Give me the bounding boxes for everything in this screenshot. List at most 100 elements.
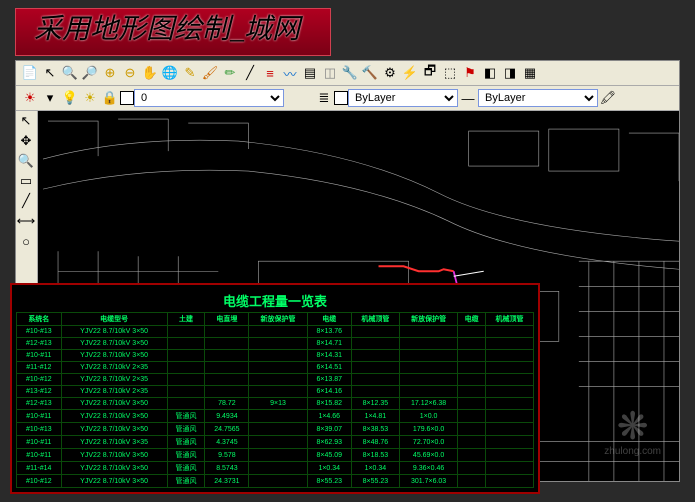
- table-cell: [485, 449, 533, 462]
- table-cell: [458, 350, 486, 362]
- misc2-icon[interactable]: ◨: [500, 63, 520, 83]
- table-col-header: 新放保护管: [399, 313, 457, 326]
- watermark-logon-icon: ❋: [604, 408, 661, 446]
- zoom2-icon[interactable]: 🔍: [16, 151, 36, 171]
- cable-quantity-table-panel: 电缆工程量一览表 系统名电缆型号土建电直埋新放保护管电缆机械顶管新放保护管电缆机…: [10, 283, 540, 494]
- table-cell: [167, 386, 205, 398]
- table-cell: [399, 386, 457, 398]
- table-cell: [485, 410, 533, 423]
- table-cell: 管通风: [167, 410, 205, 423]
- flag-icon[interactable]: ⚑: [460, 63, 480, 83]
- table-cell: [205, 362, 249, 374]
- new-icon[interactable]: 📄: [20, 63, 40, 83]
- table-cell: [485, 475, 533, 488]
- table-cell: 9.4934: [205, 410, 249, 423]
- table-cell: YJV22 8.7/10kV 3×50: [61, 350, 167, 362]
- table-cell: YJV22 8.7/10kV 3×50: [61, 423, 167, 436]
- toolbar-properties: ☀ ▾ 💡 ☀ 🔒 0 ≣ ByLayer — ByLayer 🖍: [16, 86, 679, 111]
- table-cell: [399, 326, 457, 338]
- layer-color-swatch[interactable]: [120, 91, 134, 105]
- paint-icon[interactable]: 🖍: [598, 88, 618, 108]
- layer-manager-icon[interactable]: ☀: [20, 88, 40, 108]
- block-icon[interactable]: ◫: [320, 63, 340, 83]
- table-cell: [249, 386, 307, 398]
- dim-icon[interactable]: ⟷: [16, 211, 36, 231]
- rect-icon[interactable]: ▭: [16, 171, 36, 191]
- zoom-window-icon[interactable]: ⊖: [120, 63, 140, 83]
- table-cell: #10-#13: [17, 326, 62, 338]
- table-cell: 78.72: [205, 398, 249, 410]
- circle-icon[interactable]: ○: [16, 231, 36, 251]
- lineweight-select[interactable]: ByLayer: [478, 89, 598, 107]
- table-cell: [249, 362, 307, 374]
- gear-icon[interactable]: ⚙: [380, 63, 400, 83]
- line2-icon[interactable]: ╱: [16, 191, 36, 211]
- table-cell: [249, 374, 307, 386]
- pan-icon[interactable]: ✋: [140, 63, 160, 83]
- table-cell: YJV22 8.7/10kV 3×50: [61, 410, 167, 423]
- hatch-icon[interactable]: ≡: [260, 63, 280, 83]
- table-cell: #10-#11: [17, 350, 62, 362]
- pan2-icon[interactable]: ✥: [16, 131, 36, 151]
- table-row: #10-#13YJV22 8.7/10kV 3×508×13.76: [17, 326, 534, 338]
- sun-icon[interactable]: ☀: [80, 88, 100, 108]
- misc1-icon[interactable]: ◧: [480, 63, 500, 83]
- select-icon[interactable]: ↖: [16, 111, 36, 131]
- table-cell: [249, 475, 307, 488]
- trim-icon[interactable]: 〰: [280, 63, 300, 83]
- table-cell: YJV22 8.7/10kV 3×35: [61, 436, 167, 449]
- table-cell: YJV22 8.7/10kV 2×35: [61, 374, 167, 386]
- table-cell: 管通风: [167, 462, 205, 475]
- table-cell: 72.70×0.0: [399, 436, 457, 449]
- table-cell: [485, 374, 533, 386]
- table-cell: [458, 338, 486, 350]
- table-cell: [249, 423, 307, 436]
- table-cell: YJV22 8.7/10kV 3×50: [61, 475, 167, 488]
- pipe-icon[interactable]: ⬚: [440, 63, 460, 83]
- edit-icon[interactable]: ✎: [180, 63, 200, 83]
- table-cell: 8×14.31: [307, 350, 351, 362]
- table-cell: #10-#12: [17, 475, 62, 488]
- table-cell: 9.578: [205, 449, 249, 462]
- zoom-extents-icon[interactable]: ⊕: [100, 63, 120, 83]
- linetype-icon[interactable]: ≣: [314, 88, 334, 108]
- table-cell: 8×55.23: [351, 475, 399, 488]
- table-cell: [351, 338, 399, 350]
- wrench-icon[interactable]: 🔧: [340, 63, 360, 83]
- table-cell: [167, 338, 205, 350]
- zoom-out-icon[interactable]: 🔎: [80, 63, 100, 83]
- color-select[interactable]: ByLayer: [348, 89, 458, 107]
- hammer-icon[interactable]: 🔨: [360, 63, 380, 83]
- arrow-icon[interactable]: ↖: [40, 63, 60, 83]
- line-icon[interactable]: ╱: [240, 63, 260, 83]
- table-cell: [458, 410, 486, 423]
- globe-icon[interactable]: 🌐: [160, 63, 180, 83]
- table-cell: [205, 374, 249, 386]
- table-cell: 1×0.34: [307, 462, 351, 475]
- table-cell: [351, 350, 399, 362]
- pencil-icon[interactable]: ✏: [220, 63, 240, 83]
- lineweight-icon[interactable]: —: [458, 88, 478, 108]
- zoom-in-icon[interactable]: 🔍: [60, 63, 80, 83]
- brush-icon[interactable]: 🖌: [200, 63, 220, 83]
- table-cell: [399, 362, 457, 374]
- layer-dropdown-icon[interactable]: ▾: [40, 88, 60, 108]
- table-cell: [485, 338, 533, 350]
- table-cell: 6×14.51: [307, 362, 351, 374]
- table-row: #11-#14YJV22 8.7/10kV 3×50管通风8.57431×0.3…: [17, 462, 534, 475]
- misc3-icon[interactable]: ▦: [520, 63, 540, 83]
- table-cell: 8×62.93: [307, 436, 351, 449]
- watermark-text: zhulong.com: [604, 446, 661, 457]
- table-cell: 8×55.23: [307, 475, 351, 488]
- lock-icon[interactable]: 🔒: [100, 88, 120, 108]
- table-cell: 9.36×0.46: [399, 462, 457, 475]
- bolt-icon[interactable]: ⚡: [400, 63, 420, 83]
- calc-icon[interactable]: 🗗: [420, 63, 440, 83]
- color-swatch[interactable]: [334, 91, 348, 105]
- layer-select[interactable]: 0: [134, 89, 284, 107]
- table-col-header: 电缆: [458, 313, 486, 326]
- table-cell: #10-#11: [17, 449, 62, 462]
- layers-icon[interactable]: ▤: [300, 63, 320, 83]
- bulb-icon[interactable]: 💡: [60, 88, 80, 108]
- table-cell: [249, 410, 307, 423]
